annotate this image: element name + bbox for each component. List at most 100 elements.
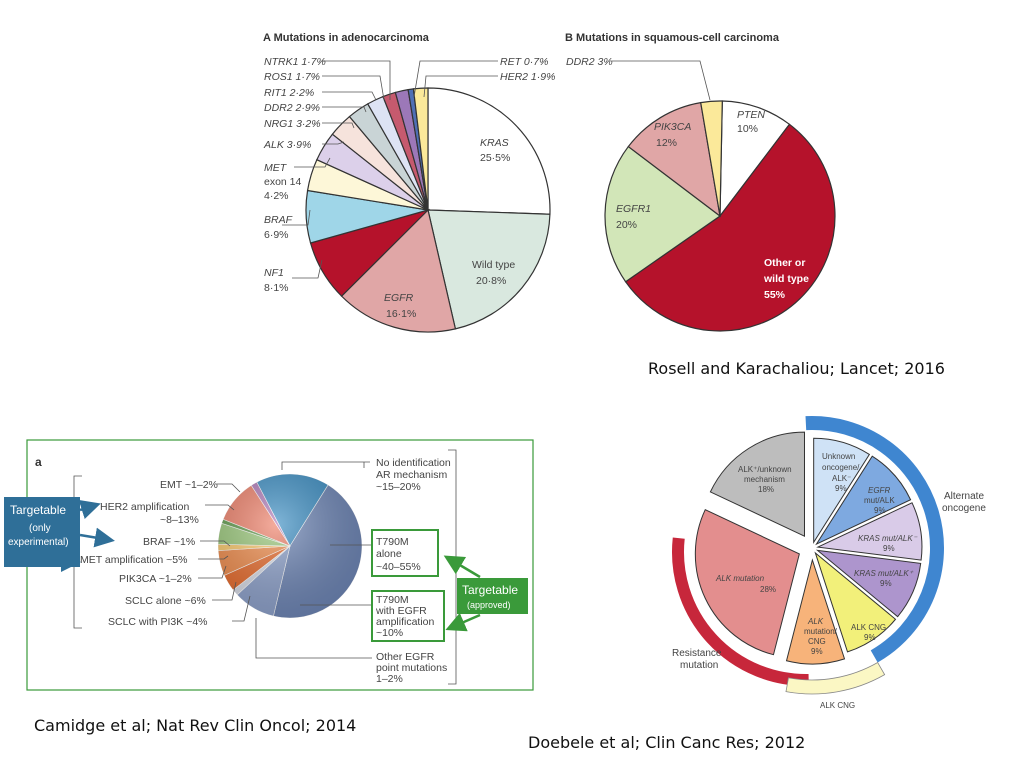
pie-b-slice-0 [719,100,791,218]
panel-c-left-labels: EMT ~1–2% HER2 amplification ~8–13% BRAF… [80,479,218,628]
label-c-amp: amplification [376,616,435,628]
label-nf1: NF1 [264,267,284,279]
label-c-with-egfr: with EGFR [375,605,427,617]
label-c-t790m-pct: ~40–55% [376,561,421,573]
label-c-her2: HER2 amplification [100,501,189,513]
label-d-alkpos: ALK⁺/unknown [738,465,792,474]
label-d-unknown: Unknown [822,452,855,461]
pie-b-slice-4 [700,100,723,217]
label-c-point: point mutations [376,662,447,674]
label-c-braf: BRAF ~1% [143,536,195,548]
label-b-pten: PTEN [737,109,765,121]
pie-d-slice-4 [814,551,897,653]
panel-c-right-labels: No identification AR mechanism ~15–20% T… [371,457,451,685]
label-d-kras-neg: KRAS mut/ALK⁻ [858,534,918,543]
label-wildtype-pct: 20·8% [476,275,506,287]
label-d-egfr2: mut/ALK [864,496,895,505]
pie-b-slice-3 [627,101,721,218]
label-c-t790m-alone: alone [376,548,402,560]
label-b-other-pct: 55% [764,289,786,301]
panel-c-letter: a [35,455,42,469]
caption-rosell: Rosell and Karachaliou; Lancet; 2016 [648,359,945,378]
label-c-other-pct: 1–2% [376,673,403,685]
label-d-alkpos2: mechanism [744,475,785,484]
targetable-left-1: Targetable [10,503,66,517]
label-d-alkmc2: mutation/ [804,627,838,636]
label-c-noid: No identification [376,457,451,469]
panel-c-brackets [73,449,457,685]
label-c-sclc-pi3k: SCLC with PI3K ~4% [108,616,208,628]
label-alk: ALK 3·9% [263,139,311,151]
label-met-exon: exon 14 [264,176,302,188]
resistance-mutation-arc [672,537,809,686]
panel-b-leader [612,60,711,101]
label-d-kras-pos-pct: 9% [880,579,892,588]
pie-a-slice-13 [412,87,429,211]
label-c-t790m: T790M [376,536,409,548]
label-b-egfr1: EGFR1 [616,203,651,215]
label-braf: BRAF [264,214,293,226]
label-d-mutation: mutation [680,660,718,671]
label-d-oncogene: oncogene [942,503,986,514]
label-d-resistance: Resistance [672,648,722,659]
label-b-egfr1-pct: 20% [616,219,637,231]
targetable-approved-box [457,578,528,614]
label-d-alkmc: ALK [807,617,824,626]
panel-b-title: B Mutations in squamous-cell carcinoma [565,32,780,44]
label-d-egfr-pct: 9% [874,506,886,515]
label-d-egfr: EGFR [868,486,890,495]
label-egfr-pct: 16·1% [386,308,416,320]
pie-b-slice-1 [624,123,836,332]
label-ros1: ROS1 1·7% [264,71,320,83]
label-c-sclc: SCLC alone ~6% [125,595,206,607]
pie-a-slice-0 [427,87,551,215]
label-egfr: EGFR [384,292,414,304]
box-t790m-amp [371,590,445,642]
pie-d-slice-5 [785,558,846,665]
label-kras: KRAS [480,137,509,149]
pie-d-slice-3 [815,549,922,618]
panel-a: A Mutations in adenocarcinoma NTRK1 1·7%… [263,32,555,333]
pie-resistance-egfr [217,473,363,619]
label-d-alkmut: ALK mutation [715,574,765,583]
caption-doebele: Doebele et al; Clin Canc Res; 2012 [528,733,806,752]
alk-cng-arc [785,661,886,695]
caption-camidge: Camidge et al; Nat Rev Clin Oncol; 2014 [34,716,357,735]
label-d-kras-neg-pct: 9% [883,544,895,553]
panel-a-leaders [282,60,498,279]
label-d-alkcng: ALK CNG [851,623,886,632]
label-nf1-pct: 8·1% [264,282,289,294]
label-nrg1: NRG1 3·2% [264,118,321,130]
label-braf-pct: 6·9% [264,229,289,241]
label-d-alkmc-pct: 9% [811,647,823,656]
pie-d-slice-1 [815,455,912,546]
pie-d-slice-7 [709,431,805,537]
label-d-outer-cng: ALK CNG [820,701,855,710]
targetable-left-arrows [60,499,115,572]
label-met-pct: 4·2% [264,190,289,202]
label-ntrk1: NTRK1 1·7% [264,56,326,68]
label-d-unknown3: ALK⁻ [832,474,851,483]
pie-c-shading [218,474,362,618]
pie-adenocarcinoma [305,87,551,333]
label-ret: RET 0·7% [500,56,548,68]
label-her2: HER2 1·9% [500,71,555,83]
box-t790m-alone [371,529,439,577]
label-c-noid-pct: ~15–20% [376,481,421,493]
label-d-alkcng-pct: 9% [864,633,876,642]
targetable-right-2: (approved) [467,600,511,610]
panel-d: Unknown oncogene/ ALK⁻ 9% EGFR mut/ALK 9… [672,416,986,710]
label-kras-pct: 25·5% [480,152,510,164]
label-c-t790m2: T790M [376,594,409,606]
label-wildtype: Wild type [472,259,515,271]
label-c-met: MET amplification ~5% [80,554,187,566]
label-d-alkmc3: CNG [808,637,826,646]
pie-a-slice-2 [340,208,457,333]
label-b-ddr2: DDR2 3% [566,56,613,68]
panel-d-labels: Unknown oncogene/ ALK⁻ 9% EGFR mut/ALK 9… [672,452,986,710]
label-c-emt: EMT ~1–2% [160,479,218,491]
label-b-pik3ca-pct: 12% [656,137,677,149]
panel-a-title: A Mutations in adenocarcinoma [263,32,430,44]
label-b-other: Other or [764,257,805,269]
